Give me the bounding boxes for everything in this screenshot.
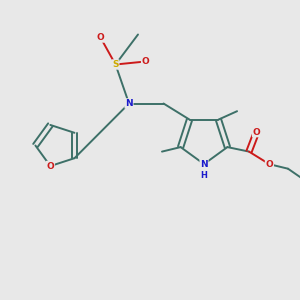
Text: O: O <box>266 160 273 169</box>
Text: S: S <box>112 60 119 69</box>
Text: O: O <box>46 161 54 170</box>
Text: N: N <box>200 160 208 169</box>
Text: H: H <box>201 171 207 180</box>
Text: O: O <box>97 33 104 42</box>
Text: O: O <box>142 57 149 66</box>
Text: O: O <box>253 128 260 136</box>
Text: N: N <box>125 99 133 108</box>
